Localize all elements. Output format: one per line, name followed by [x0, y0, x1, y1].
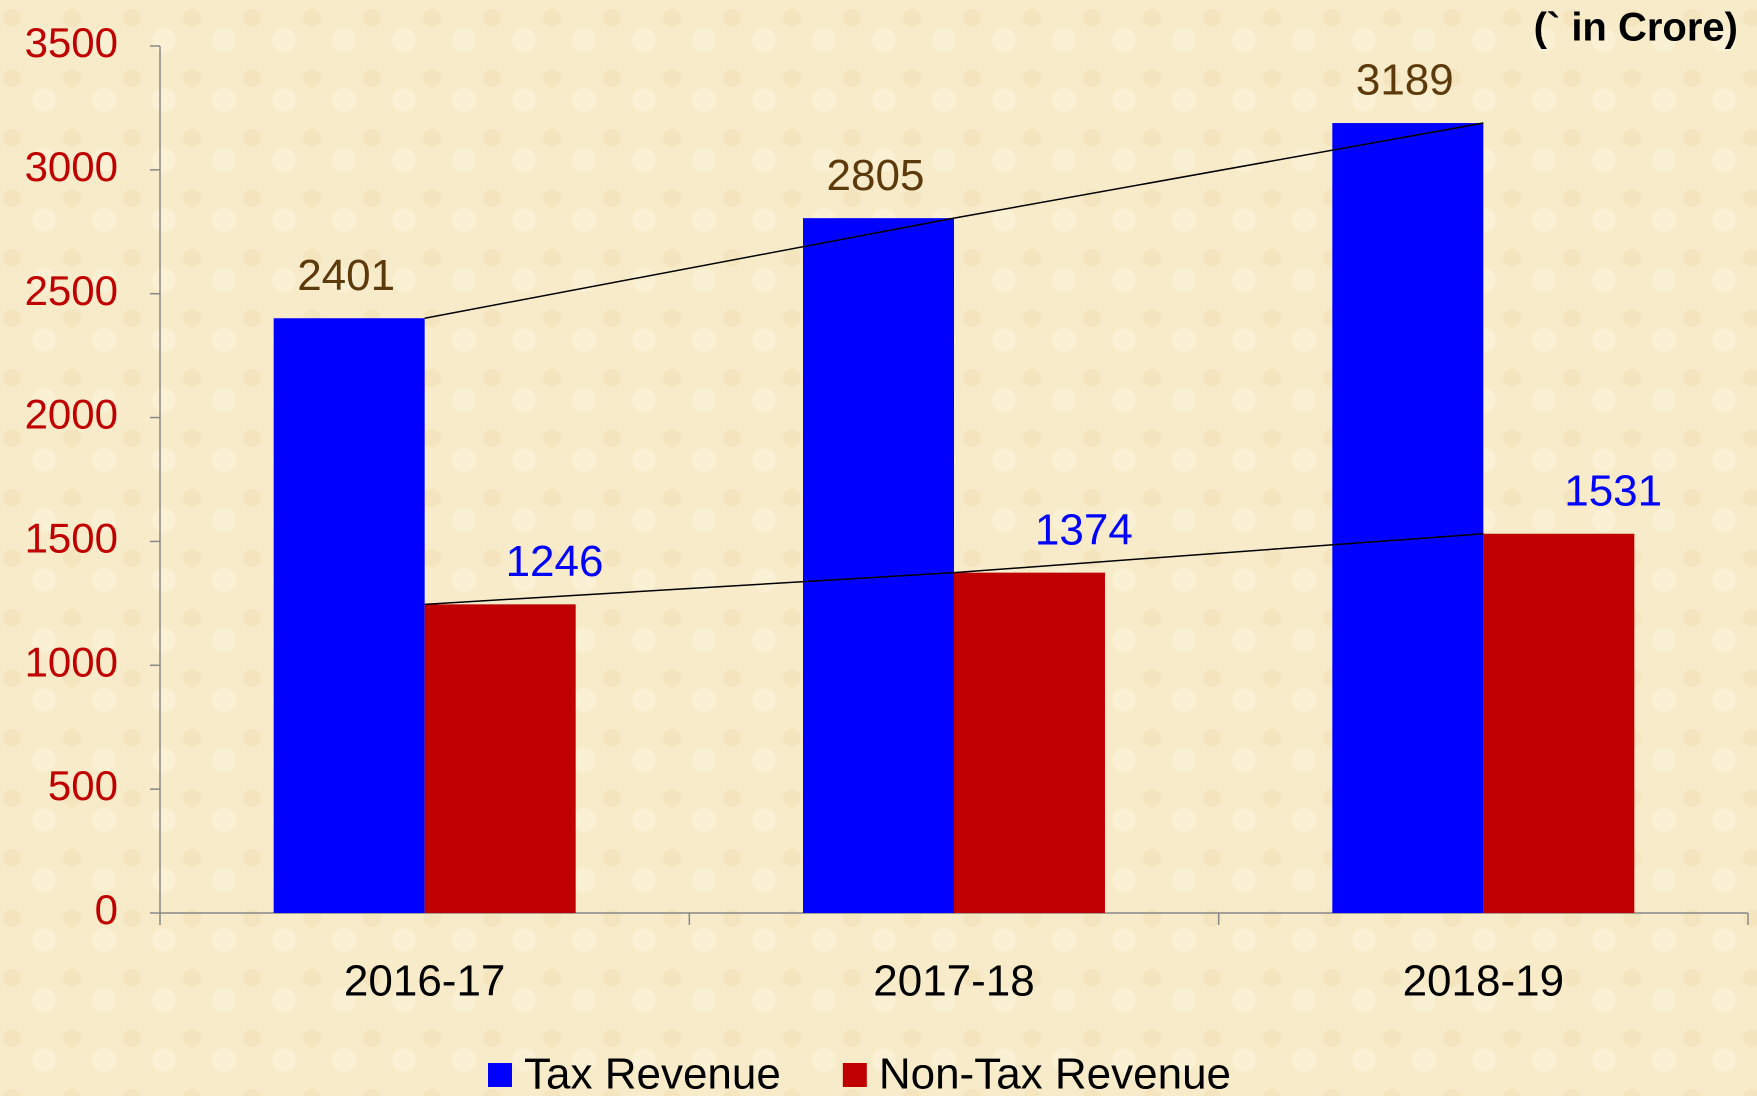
data-label: 1246	[506, 537, 604, 586]
y-tick-label: 2500	[25, 267, 118, 314]
data-label: 2401	[297, 251, 395, 300]
bar	[1332, 123, 1484, 914]
data-label: 1531	[1564, 466, 1662, 515]
x-tick-label: 2017-18	[873, 957, 1034, 1006]
x-tick-label: 2018-19	[1403, 957, 1564, 1006]
bar	[424, 604, 576, 913]
legend-label: Tax Revenue	[524, 1050, 781, 1096]
y-tick-label: 500	[48, 762, 118, 809]
bar	[273, 318, 425, 913]
x-tick-label: 2016-17	[344, 957, 505, 1006]
legend-swatch	[488, 1063, 512, 1087]
bar	[1483, 533, 1635, 913]
bar	[954, 572, 1105, 913]
bar	[803, 218, 954, 913]
y-tick-label: 3500	[25, 19, 118, 66]
data-label: 3189	[1356, 56, 1454, 105]
trend-line	[424, 533, 1484, 606]
data-label: 2805	[827, 151, 925, 200]
legend-swatch	[842, 1063, 867, 1087]
y-tick-label: 2000	[25, 391, 118, 438]
unit-label: (` in Crore)	[1534, 6, 1738, 50]
y-tick-label: 1500	[25, 515, 118, 562]
data-label: 1374	[1035, 505, 1133, 554]
y-tick-label: 3000	[25, 143, 118, 190]
legend-label: Non-Tax Revenue	[879, 1050, 1231, 1096]
y-tick-label: 1000	[25, 638, 118, 685]
y-tick-label: 0	[95, 886, 118, 933]
trend-line	[424, 122, 1484, 319]
